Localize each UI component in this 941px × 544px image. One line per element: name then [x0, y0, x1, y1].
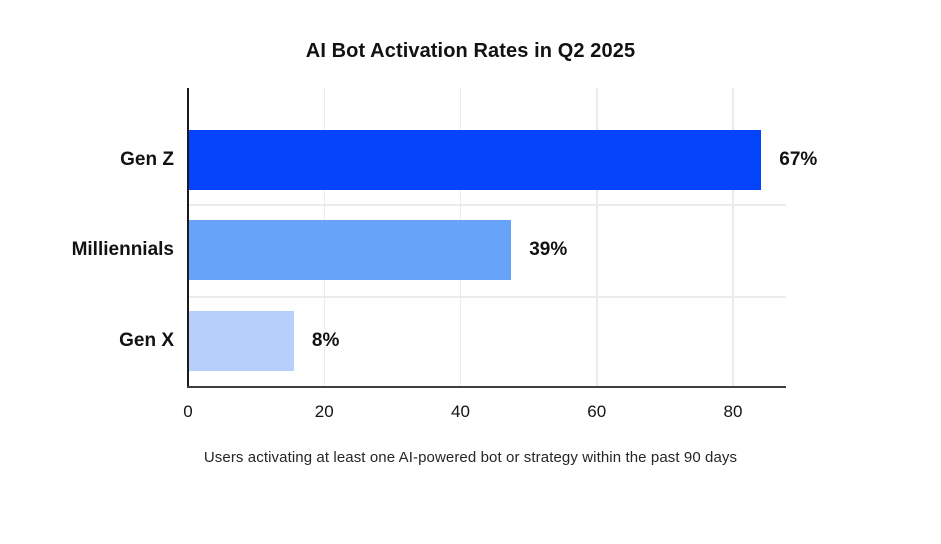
x-tick-label: 40	[451, 402, 470, 421]
gridline-vertical	[596, 88, 598, 386]
value-label: 67%	[779, 149, 818, 170]
x-tick-label: 60	[587, 402, 607, 421]
category-label: Gen Z	[120, 149, 174, 170]
bar-gen-x	[189, 311, 294, 371]
gridline-horizontal	[189, 204, 786, 206]
chart-title: AI Bot Activation Rates in Q2 2025	[305, 40, 636, 62]
chart-caption: Users activating at least one AI-powered…	[203, 449, 738, 466]
x-axis-line	[187, 386, 786, 388]
x-tick-label: 0	[183, 402, 193, 421]
value-label: 39%	[529, 239, 568, 260]
gridline-horizontal	[189, 296, 786, 298]
gridline-vertical	[732, 88, 734, 386]
y-axis-spine	[187, 88, 189, 388]
category-label: Milliennials	[71, 239, 174, 260]
bar-gen-z	[189, 130, 762, 190]
x-tick-label: 80	[723, 402, 743, 421]
x-tick-label: 20	[314, 402, 334, 421]
bar-milliennials	[189, 220, 512, 280]
category-label: Gen X	[119, 330, 174, 351]
value-label: 8%	[311, 330, 340, 351]
